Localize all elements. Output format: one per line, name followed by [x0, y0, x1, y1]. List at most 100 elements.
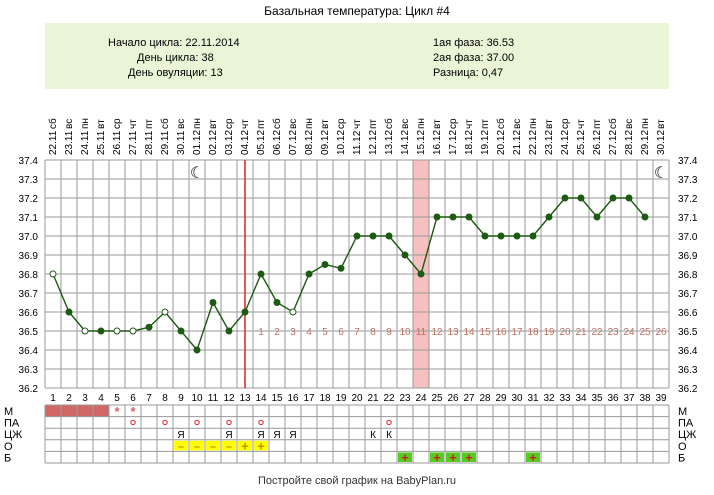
day-number-label: 18: [319, 393, 331, 404]
opk-negative-mark: –: [226, 441, 232, 453]
y-tick-label-left: 36.2: [19, 384, 39, 395]
date-label: 01.12: [192, 130, 203, 155]
phase2-day-count: 4: [306, 327, 312, 338]
day-number-label: 26: [447, 393, 459, 404]
date-label: 10.12: [336, 130, 347, 155]
opk-negative-mark: –: [194, 441, 200, 453]
chart-title: Базальная температура: Цикл #4: [264, 4, 450, 18]
pregnancy-test-cell: [526, 452, 540, 462]
weekday-label: сб: [383, 118, 395, 129]
intercourse-mark: [226, 419, 232, 426]
intercourse-mark: [386, 419, 392, 426]
phase2-day-count: 3: [290, 327, 296, 338]
phase2-day-count: 24: [623, 327, 635, 338]
date-label: 24.12: [560, 130, 571, 155]
phase2-day-count: 10: [399, 327, 411, 338]
weekday-label: сб: [607, 118, 619, 129]
y-tick-label-right: 37.3: [678, 175, 698, 186]
y-tick-label-left: 37.4: [19, 156, 39, 167]
temperature-point: [641, 213, 649, 221]
day-number-label: 11: [208, 393, 219, 404]
temperature-point: [561, 194, 569, 202]
weekday-label: пт: [256, 119, 267, 129]
y-tick-label-left: 37.0: [19, 232, 39, 243]
weekday-label: сб: [47, 118, 59, 129]
temperature-point: [81, 327, 89, 335]
menses-cell: [77, 405, 93, 417]
weekday-label: вс: [176, 119, 187, 129]
day-number-label: 7: [146, 393, 152, 404]
temperature-point: [321, 261, 329, 268]
phase2-day-count: 9: [386, 327, 392, 338]
opk-positive-mark: +: [257, 438, 265, 453]
intercourse-mark: [130, 419, 136, 426]
cycle-day: День цикла: 38: [137, 52, 214, 64]
phase2-day-count: 19: [543, 327, 555, 338]
cervical-fluid-mark: Я: [289, 430, 296, 441]
temperature-point: [481, 232, 489, 240]
intercourse-mark: [162, 419, 168, 426]
cervical-fluid-mark: Я: [273, 430, 280, 441]
cervical-fluid-mark: Я: [225, 430, 232, 441]
phase2-day-count: 12: [431, 327, 443, 338]
weekday-label: чт: [352, 119, 363, 129]
intercourse-mark: [258, 419, 264, 426]
date-label: 23.11: [64, 130, 75, 155]
weekday-label: ср: [560, 118, 571, 129]
temperature-point: [129, 327, 137, 335]
day-number-label: 37: [623, 393, 635, 404]
date-label: 26.11: [112, 130, 123, 155]
weekday-label: пн: [416, 118, 427, 129]
row-label-left: М: [4, 406, 13, 418]
temperature-point: [385, 232, 393, 240]
phase2-day-count: 21: [575, 327, 587, 338]
phase2-day-count: 26: [655, 327, 667, 338]
weekday-label: пн: [80, 118, 91, 129]
weekday-label: пт: [480, 119, 491, 129]
temperature-point: [593, 213, 601, 221]
weekday-label: вс: [400, 119, 411, 129]
y-tick-label-right: 36.8: [678, 270, 698, 281]
day-number-label: 4: [98, 393, 104, 404]
menses-cell: [45, 405, 61, 417]
date-label: 13.12: [384, 130, 395, 155]
row-label-right: М: [678, 406, 687, 418]
opk-negative-mark: –: [178, 441, 184, 453]
phase2-day-count: 5: [322, 327, 328, 338]
y-tick-label-right: 37.0: [678, 232, 698, 243]
weekday-label: ср: [224, 118, 235, 129]
day-number-label: 6: [130, 393, 136, 404]
temperature-point: [209, 299, 217, 306]
weekday-label: сб: [271, 118, 283, 129]
day-number-label: 31: [527, 393, 539, 404]
phase2-avg: 2ая фаза: 37.00: [433, 52, 515, 64]
date-label: 30.12: [656, 130, 667, 155]
temperature-point: [353, 232, 361, 240]
phase2-day-count: 8: [370, 327, 376, 338]
ovulation-day: День овуляции: 13: [128, 67, 223, 79]
phase2-day-count: 16: [495, 327, 507, 338]
date-label: 20.12: [496, 130, 507, 155]
weekday-label: ср: [448, 118, 459, 129]
day-number-label: 13: [239, 393, 251, 404]
spotting-star-mark: *: [130, 404, 136, 419]
day-number-label: 24: [415, 393, 427, 404]
moon-icon: ☾: [190, 165, 204, 182]
day-number-label: 19: [335, 393, 347, 404]
weekday-label: пн: [192, 118, 203, 129]
row-label-left: ЦЖ: [4, 429, 22, 441]
day-number-label: 27: [463, 393, 475, 404]
weekday-label: вт: [432, 119, 443, 129]
day-number-label: 1: [50, 393, 56, 404]
footer-link[interactable]: Постройте свой график на BabyPlan.ru: [257, 475, 457, 487]
date-label: 08.12: [304, 130, 315, 155]
day-number-label: 14: [255, 393, 267, 404]
weekday-label: вт: [544, 119, 555, 129]
y-tick-label-right: 36.5: [678, 327, 698, 338]
day-number-label: 21: [367, 393, 379, 404]
pregnancy-test-cell: [462, 452, 476, 462]
date-label: 25.12: [576, 130, 587, 155]
y-tick-label-right: 37.4: [678, 156, 698, 167]
temperature-point: [49, 270, 57, 278]
temperature-point: [497, 232, 505, 240]
